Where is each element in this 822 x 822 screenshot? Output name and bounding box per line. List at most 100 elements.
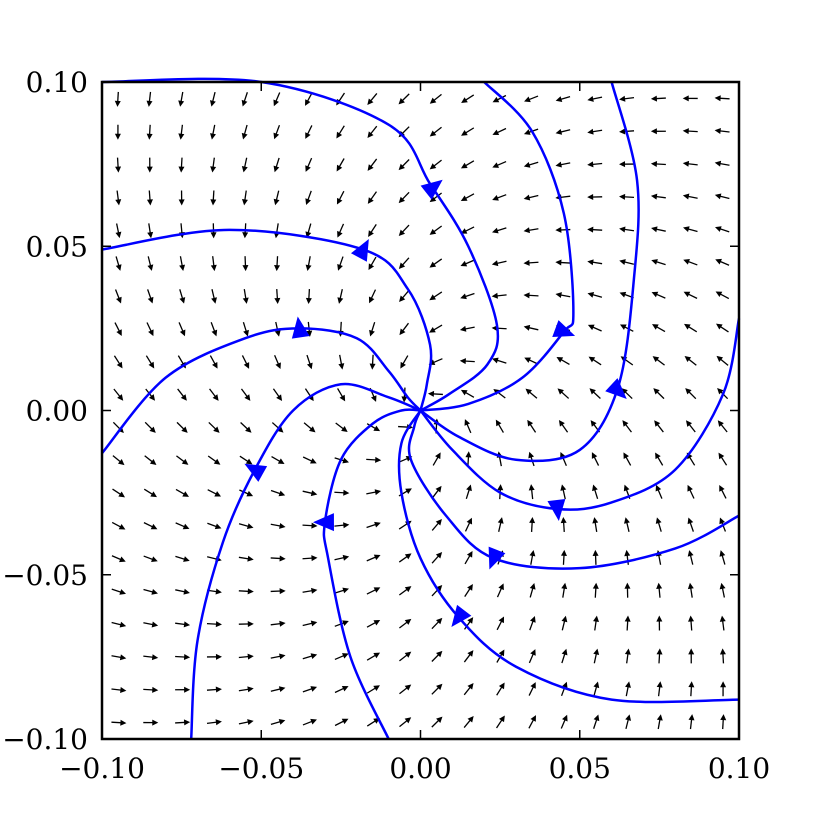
quiver-arrow	[115, 223, 122, 239]
quiver-head	[715, 258, 722, 265]
quiver-head	[523, 227, 530, 234]
quiver-head	[498, 616, 505, 624]
quiver-head	[374, 489, 382, 496]
quiver-head	[119, 556, 126, 563]
quiver-arrow	[143, 522, 158, 530]
quiver-head	[399, 295, 406, 303]
quiver-arrow	[523, 161, 539, 168]
quiver-head	[275, 362, 281, 370]
streamline	[419, 318, 741, 511]
quiver-arrow	[366, 521, 381, 529]
quiver-arrow	[147, 223, 154, 239]
quiver-arrow	[209, 91, 216, 107]
quiver-head	[306, 362, 313, 370]
quiver-arrow	[688, 615, 695, 631]
streamline	[322, 408, 421, 740]
quiver-arrow	[682, 95, 698, 102]
quiver-head	[178, 100, 185, 107]
quiver-head	[687, 484, 693, 492]
quiver-head	[624, 549, 631, 557]
quiver-head	[373, 652, 381, 659]
quiver-arrow	[302, 456, 317, 464]
quiver-head	[211, 297, 217, 304]
quiver-head	[341, 426, 348, 433]
quiver-head	[147, 296, 154, 304]
quiver-arrow	[306, 354, 313, 370]
quiver-head	[497, 517, 504, 524]
quiver-arrow	[685, 420, 696, 433]
quiver-arrow	[464, 517, 473, 532]
quiver-head	[245, 426, 252, 433]
quiver-head	[429, 294, 436, 301]
x-tick-label: −0.10	[59, 752, 145, 785]
quiver-head	[306, 330, 313, 337]
quiver-head	[305, 264, 312, 272]
quiver-arrow	[529, 516, 536, 533]
quiver-head	[555, 292, 562, 299]
quiver-head	[684, 355, 692, 363]
quiver-head	[619, 226, 626, 233]
quiver-head	[246, 523, 254, 530]
streamline-arrow	[605, 378, 627, 399]
quiver-head	[212, 361, 218, 369]
quiver-head	[650, 160, 658, 167]
quiver-head	[717, 420, 724, 427]
x-tick-label: 0.05	[549, 752, 611, 785]
quiver-arrow	[460, 259, 475, 267]
quiver-arrow	[143, 654, 159, 661]
quiver-head	[530, 616, 536, 623]
quiver-arrow	[528, 484, 535, 500]
quiver-arrow	[429, 93, 442, 104]
quiver-head	[274, 297, 281, 305]
quiver-arrow	[335, 422, 348, 433]
quiver-arrow	[305, 256, 312, 272]
quiver-arrow	[241, 124, 248, 140]
quiver-head	[656, 615, 663, 622]
quiver-arrow	[684, 355, 697, 366]
quiver-arrow	[461, 127, 475, 136]
quiver-head	[342, 587, 349, 594]
quiver-arrow	[492, 160, 507, 168]
quiver-arrow	[274, 354, 281, 370]
quiver-arrow	[238, 555, 254, 562]
quiver-arrow	[687, 550, 694, 565]
quiver-arrow	[114, 91, 121, 107]
quiver-head	[247, 620, 254, 627]
quiver-arrow	[624, 549, 631, 565]
quiver-head	[215, 653, 222, 660]
quiver-head	[404, 618, 412, 625]
quiver-head	[398, 196, 405, 204]
quiver-head	[336, 131, 343, 139]
quiver-arrow	[175, 621, 191, 628]
quiver-arrow	[241, 157, 248, 173]
quiver-arrow	[719, 615, 726, 631]
streamline	[420, 81, 575, 412]
quiver-head	[714, 193, 722, 200]
streamline-arrow	[488, 546, 506, 570]
quiver-arrow	[274, 321, 281, 337]
quiver-arrow	[431, 584, 443, 597]
quiver-arrow	[114, 124, 121, 140]
quiver-arrow	[463, 617, 474, 630]
quiver-arrow	[463, 683, 474, 696]
quiver-head	[467, 716, 474, 723]
quiver-arrow	[303, 422, 316, 433]
quiver-head	[181, 426, 188, 433]
quiver-arrow	[652, 324, 666, 333]
quiver-arrow	[399, 651, 412, 662]
quiver-head	[244, 394, 251, 401]
quiver-head	[247, 588, 254, 595]
quiver-head	[367, 197, 374, 204]
quiver-head	[715, 323, 723, 330]
quiver-head	[429, 130, 437, 137]
quiver-arrow	[524, 95, 539, 103]
quiver-head	[587, 259, 594, 266]
quiver-arrow	[560, 516, 567, 533]
quiver-head	[623, 452, 629, 460]
quiver-arrow	[464, 584, 473, 597]
quiver-head	[182, 523, 190, 530]
quiver-arrow	[655, 484, 663, 499]
quiver-arrow	[334, 587, 349, 594]
quiver-arrow	[239, 489, 254, 497]
